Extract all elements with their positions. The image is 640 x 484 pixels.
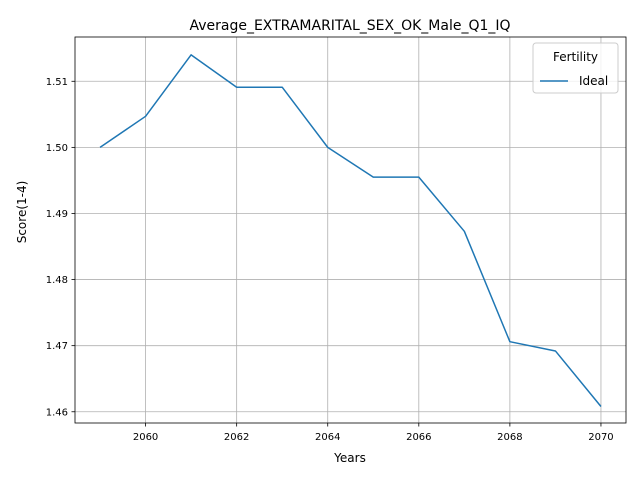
legend-label-ideal: Ideal bbox=[579, 74, 608, 88]
plot-area-frame bbox=[74, 36, 627, 424]
chart-title: Average_EXTRAMARITAL_SEX_OK_Male_Q1_IQ bbox=[189, 18, 510, 34]
legend-title: Fertility bbox=[553, 50, 598, 64]
series-line-ideal bbox=[99, 54, 602, 407]
legend: Fertility Ideal bbox=[532, 42, 619, 94]
ticks: 2060 2062 2064 2066 2068 2070 1.46 1.47 1.48 1.49… bbox=[46, 77, 614, 443]
x-axis-label: Years bbox=[333, 451, 366, 465]
x-tick-label: 2066 bbox=[406, 432, 431, 443]
y-tick-label: 1.51 bbox=[46, 77, 68, 88]
y-axis-label: Score(1-4) bbox=[15, 181, 29, 244]
y-tick-label: 1.50 bbox=[46, 143, 68, 154]
y-tick-label: 1.47 bbox=[46, 341, 68, 352]
y-tick-label: 1.46 bbox=[46, 407, 68, 418]
y-tick-label: 1.49 bbox=[46, 209, 68, 220]
x-tick-label: 2068 bbox=[497, 432, 522, 443]
x-tick-label: 2064 bbox=[315, 432, 340, 443]
y-tick-label: 1.48 bbox=[46, 275, 68, 286]
x-tick-label: 2070 bbox=[588, 432, 613, 443]
x-tick-label: 2060 bbox=[133, 432, 158, 443]
grid bbox=[75, 37, 626, 423]
series-layer bbox=[99, 54, 602, 407]
x-tick-label: 2062 bbox=[224, 432, 249, 443]
